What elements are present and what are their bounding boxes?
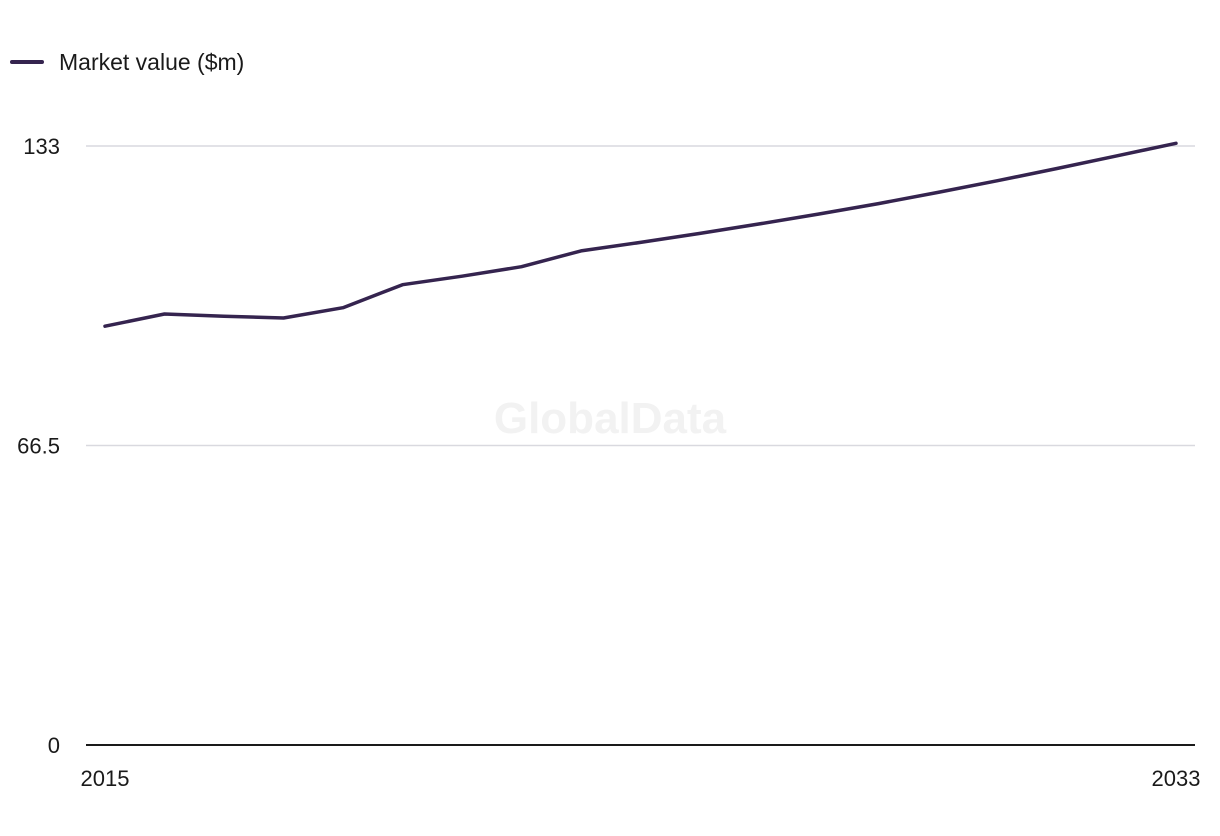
watermark-text: GlobalData (494, 394, 727, 443)
x-tick-label-2015: 2015 (81, 766, 130, 791)
x-tick-label-2033: 2033 (1152, 766, 1201, 791)
series-line-market-value (103, 141, 1178, 328)
y-axis-tick-labels: 0 66.5 133 (17, 134, 60, 758)
legend-label-market-value: Market value ($m) (59, 49, 244, 75)
y-tick-label-66-5: 66.5 (17, 434, 60, 459)
gridlines (86, 145, 1195, 746)
x-axis-tick-labels: 2015 2033 (81, 766, 1201, 791)
series-lines (103, 141, 1178, 328)
y-tick-label-133: 133 (23, 134, 60, 159)
y-tick-label-0: 0 (48, 733, 60, 758)
legend: Market value ($m) (10, 49, 244, 75)
